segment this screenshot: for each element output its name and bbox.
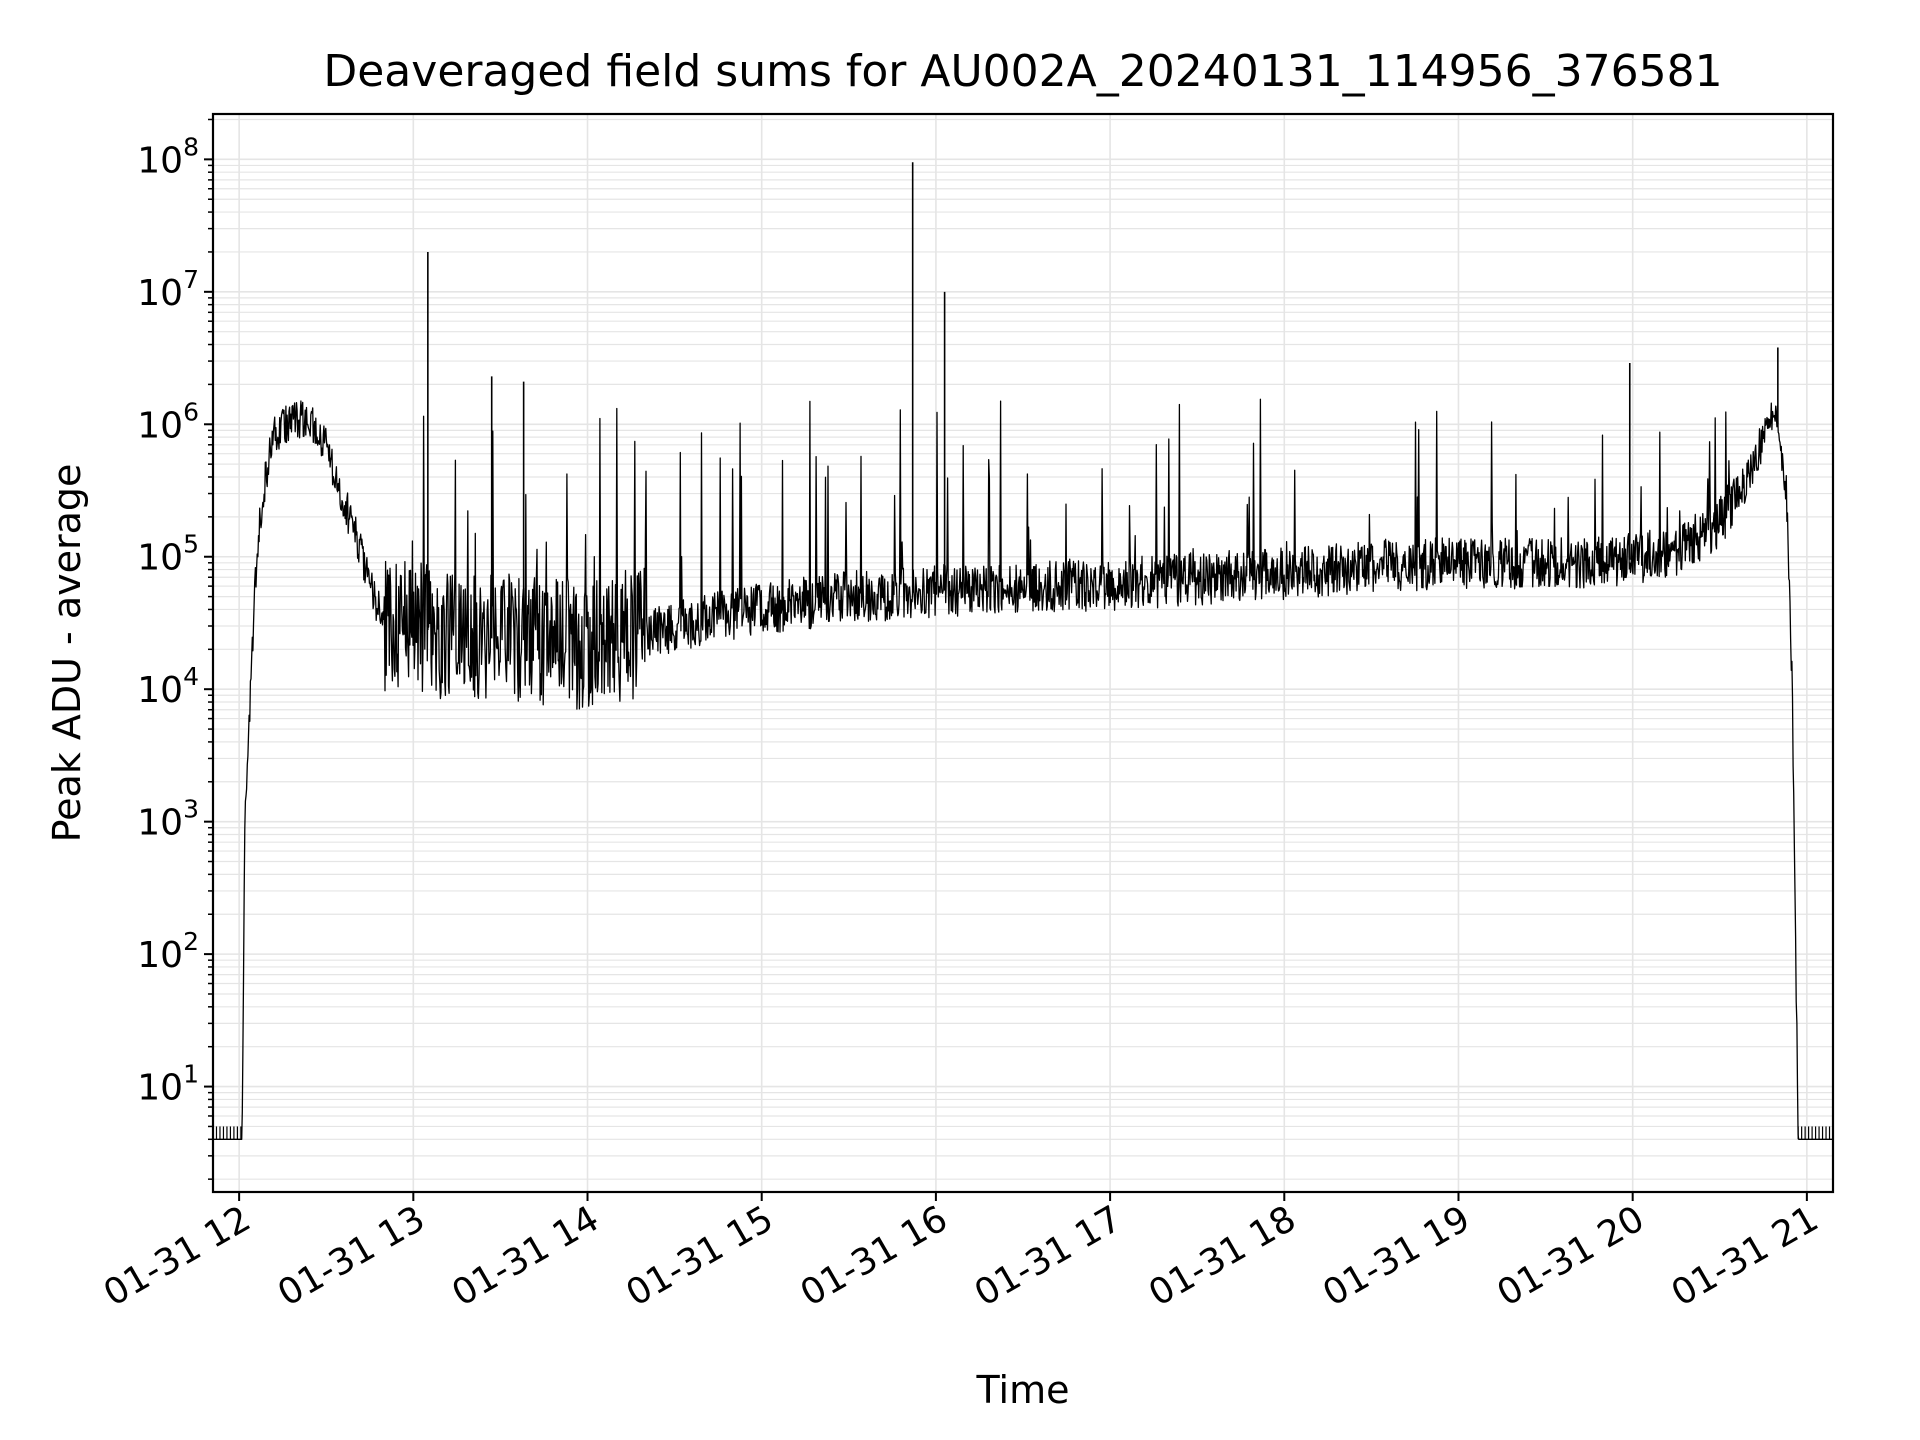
y-tick-base: 10 bbox=[137, 670, 183, 711]
y-tick-base: 10 bbox=[137, 140, 183, 181]
y-tick-base: 10 bbox=[137, 1068, 183, 1109]
y-tick-base: 10 bbox=[137, 538, 183, 579]
chart-title: Deaveraged field sums for AU002A_2024013… bbox=[323, 46, 1722, 97]
y-tick-label: 108 bbox=[137, 132, 199, 181]
y-axis-label: Peak ADU - average bbox=[45, 464, 89, 843]
y-tick-base: 10 bbox=[137, 405, 183, 446]
y-tick-exponent: 5 bbox=[183, 530, 199, 559]
y-tick-label: 103 bbox=[137, 795, 199, 844]
y-tick-exponent: 4 bbox=[183, 662, 199, 691]
y-tick-label: 102 bbox=[137, 927, 199, 976]
series-layer bbox=[212, 162, 1834, 1140]
y-tick-label: 105 bbox=[137, 530, 199, 579]
y-tick-label: 104 bbox=[137, 662, 199, 711]
y-tick-base: 10 bbox=[137, 803, 183, 844]
grid bbox=[213, 114, 1833, 1192]
x-axis-label: Time bbox=[976, 1368, 1070, 1412]
y-tick-base: 10 bbox=[137, 273, 183, 314]
y-tick-exponent: 8 bbox=[183, 132, 199, 161]
y-tick-label: 107 bbox=[137, 265, 199, 314]
y-tick-exponent: 6 bbox=[183, 397, 199, 426]
plot-frame bbox=[211, 112, 1835, 1194]
y-tick-exponent: 3 bbox=[183, 795, 199, 824]
y-tick-exponent: 7 bbox=[183, 265, 199, 294]
series-line bbox=[212, 398, 1834, 1140]
y-tick-base: 10 bbox=[137, 935, 183, 976]
y-tick-exponent: 2 bbox=[183, 927, 199, 956]
y-tick-label: 101 bbox=[137, 1060, 199, 1109]
y-tick-label: 106 bbox=[137, 397, 199, 446]
y-tick-exponent: 1 bbox=[183, 1060, 199, 1089]
